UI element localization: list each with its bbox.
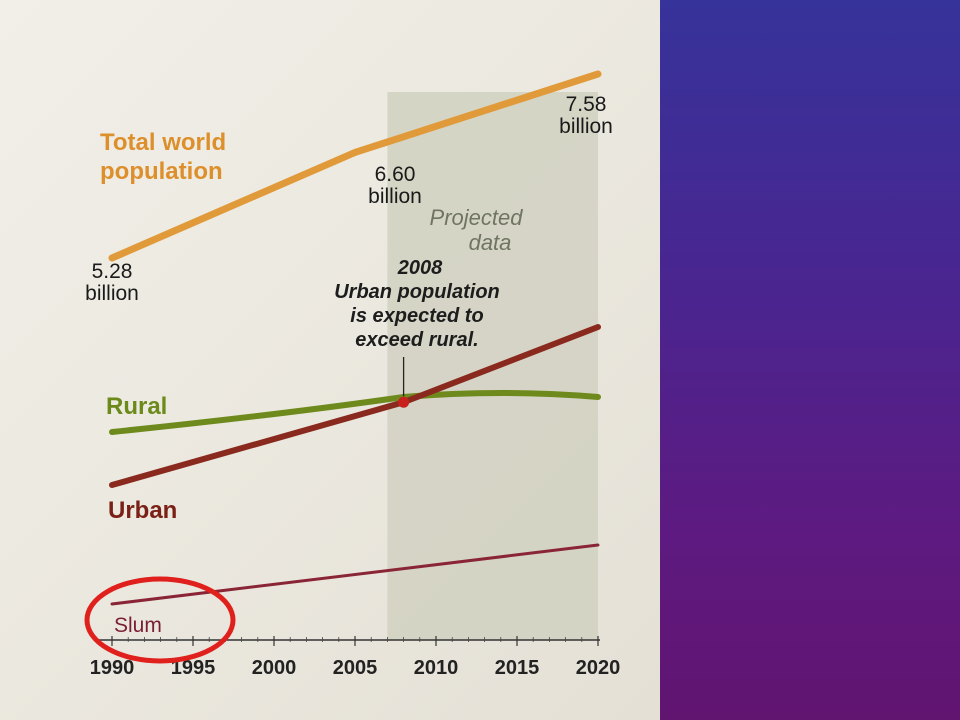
series-label-urban: Urban bbox=[108, 497, 177, 524]
series-line-rural bbox=[109, 390, 601, 435]
series-label-total-world-population: Total world population bbox=[100, 129, 226, 185]
data-label-total-1990: 5.28 billion bbox=[85, 260, 139, 305]
x-tick-label: 2005 bbox=[333, 657, 378, 679]
projected-data-label: Projected data bbox=[430, 205, 524, 255]
annotation-text: 2008 Urban population is expected to exceed… bbox=[334, 257, 500, 351]
data-label-total-2005: 6.60 billion bbox=[368, 163, 422, 208]
x-tick-label: 2000 bbox=[252, 657, 297, 679]
x-tick-label: 1995 bbox=[171, 657, 216, 679]
x-tick-label: 2020 bbox=[576, 657, 621, 679]
series-label-slum: Slum bbox=[114, 614, 162, 637]
population-chart: 1990 1995 2000 2005 2010 2015 2020 Total world… bbox=[84, 70, 621, 679]
right-panel bbox=[660, 0, 960, 720]
slum-highlight-circle bbox=[84, 576, 236, 664]
x-tick-label: 1990 bbox=[90, 657, 135, 679]
series-line-slum bbox=[110, 543, 600, 606]
series-label-rural: Rural bbox=[106, 393, 167, 420]
x-tick-label: 2015 bbox=[495, 657, 540, 679]
textbook-page-photo: 1990 1995 2000 2005 2010 2015 2020 Total world… bbox=[0, 0, 660, 720]
crossover-point bbox=[398, 396, 410, 408]
series-line-total-world-population bbox=[108, 70, 602, 262]
x-tick-label: 2010 bbox=[414, 657, 459, 679]
data-label-total-2020: 7.58 billion bbox=[559, 93, 613, 138]
